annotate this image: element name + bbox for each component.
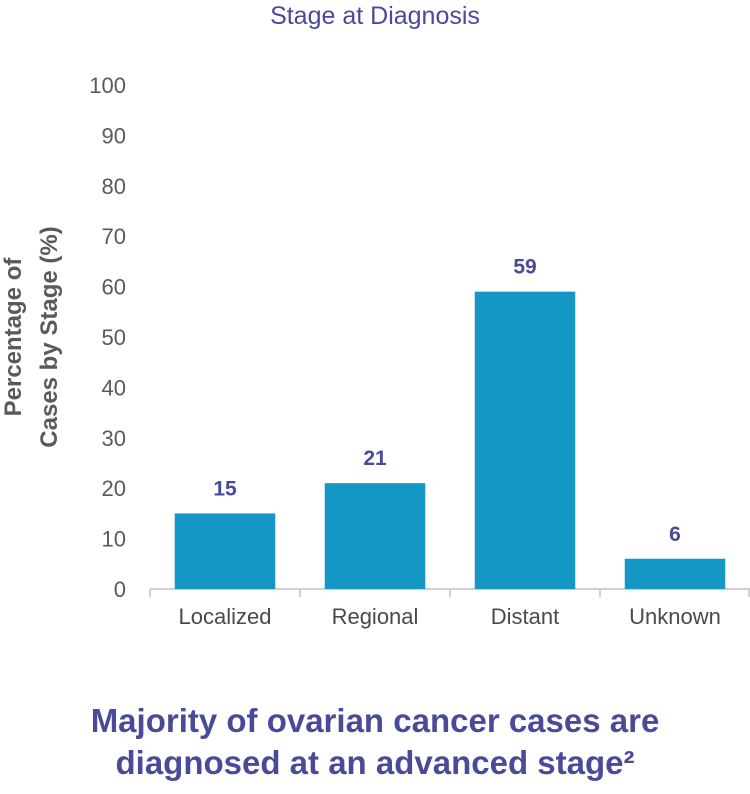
bar-distant <box>474 291 576 589</box>
y-tick-label-70: 70 <box>102 224 126 249</box>
chart-title: Stage at Diagnosis <box>270 2 480 30</box>
y-tick-label-50: 50 <box>102 325 126 350</box>
caption-line-1: Majority of ovarian cancer cases are <box>90 702 660 739</box>
y-tick-label-40: 40 <box>102 375 126 400</box>
x-tick-label-regional: Regional <box>332 604 419 629</box>
y-tick-label-0: 0 <box>114 577 126 602</box>
bar-localized <box>174 513 276 589</box>
x-tick-label-localized: Localized <box>179 604 272 629</box>
x-tick-label-distant: Distant <box>491 604 559 629</box>
data-label-unknown: 6 <box>669 523 681 546</box>
x-tick-label-unknown: Unknown <box>629 604 721 629</box>
y-tick-label-30: 30 <box>102 426 126 451</box>
data-label-regional: 21 <box>363 447 387 470</box>
bar-unknown <box>624 558 726 589</box>
caption-line-2: diagnosed at an advanced stage² <box>115 744 635 781</box>
data-label-distant: 59 <box>513 256 536 279</box>
bar-regional <box>324 483 426 589</box>
y-tick-label-90: 90 <box>102 123 126 148</box>
y-tick-label-100: 100 <box>89 73 126 98</box>
y-tick-label-80: 80 <box>102 174 126 199</box>
y-tick-label-20: 20 <box>102 476 126 501</box>
caption: Majority of ovarian cancer cases are dia… <box>0 700 750 784</box>
data-label-localized: 15 <box>213 477 237 500</box>
y-tick-label-10: 10 <box>102 527 126 552</box>
y-tick-label-60: 60 <box>102 275 126 300</box>
